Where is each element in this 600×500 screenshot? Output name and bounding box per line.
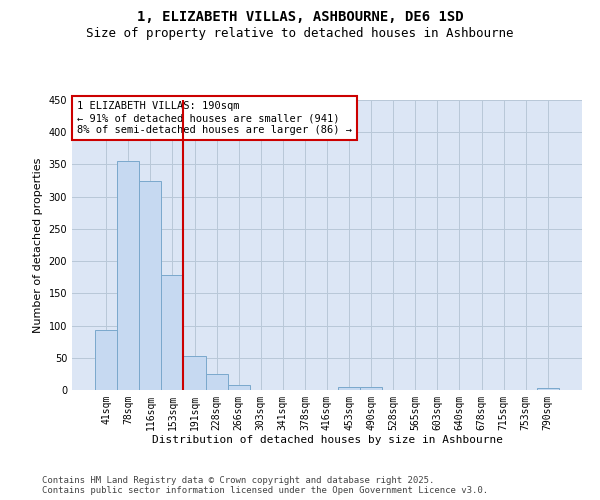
Bar <box>206 374 227 390</box>
Bar <box>338 388 360 390</box>
Bar <box>139 180 161 390</box>
Bar <box>117 161 139 390</box>
Bar <box>184 356 206 390</box>
Text: Size of property relative to detached houses in Ashbourne: Size of property relative to detached ho… <box>86 28 514 40</box>
Text: 1 ELIZABETH VILLAS: 190sqm
← 91% of detached houses are smaller (941)
8% of semi: 1 ELIZABETH VILLAS: 190sqm ← 91% of deta… <box>77 102 352 134</box>
Text: Distribution of detached houses by size in Ashbourne: Distribution of detached houses by size … <box>151 435 503 445</box>
Bar <box>95 330 117 390</box>
Bar <box>161 276 184 390</box>
Y-axis label: Number of detached properties: Number of detached properties <box>33 158 43 332</box>
Text: Contains HM Land Registry data © Crown copyright and database right 2025.
Contai: Contains HM Land Registry data © Crown c… <box>42 476 488 495</box>
Text: 1, ELIZABETH VILLAS, ASHBOURNE, DE6 1SD: 1, ELIZABETH VILLAS, ASHBOURNE, DE6 1SD <box>137 10 463 24</box>
Bar <box>360 388 382 390</box>
Bar <box>537 388 559 390</box>
Bar <box>227 386 250 390</box>
